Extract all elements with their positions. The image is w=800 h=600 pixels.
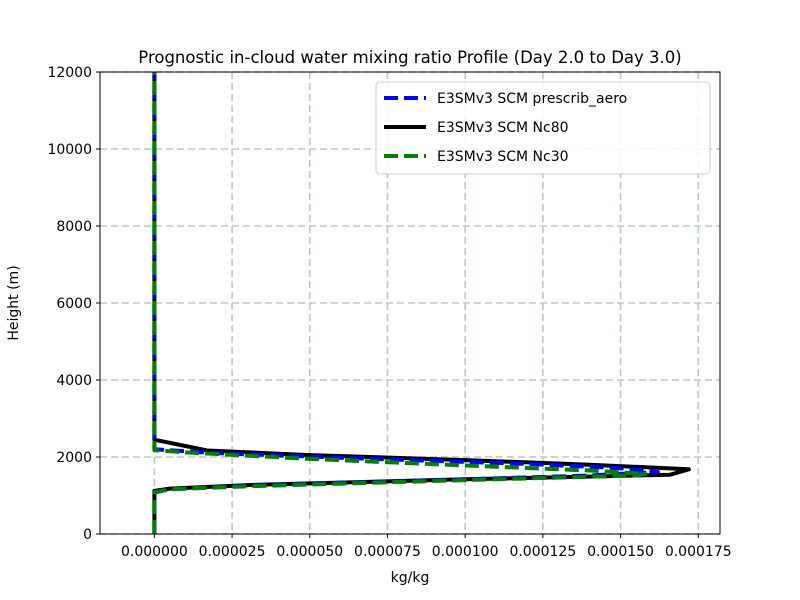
y-tick-label: 4000: [56, 373, 92, 389]
y-tick-label: 0: [83, 527, 92, 543]
series-line-2: [152, 72, 648, 534]
y-tick-label: 12000: [47, 65, 92, 81]
x-axis-label: kg/kg: [391, 570, 430, 586]
series-line-1: [152, 72, 691, 534]
y-tick-label: 2000: [56, 450, 92, 466]
x-tick-label: 0.000150: [587, 544, 654, 560]
axis-ticks: 0.000000 0.000025 0.000050 0.000075 0.000100…: [47, 65, 731, 560]
y-tick-label: 8000: [56, 219, 92, 235]
x-tick-label: 0.000125: [509, 544, 576, 560]
x-tick-label: 0.000100: [432, 544, 499, 560]
chart-title: Prognostic in-cloud water mixing ratio P…: [138, 48, 681, 67]
legend-box: [375, 81, 711, 175]
y-tick-label: 10000: [47, 142, 92, 158]
x-tick-label: 0.000075: [354, 544, 421, 560]
x-tick-label: 0.000050: [276, 544, 343, 560]
x-tick-label: 0.000000: [121, 544, 188, 560]
legend-label: E3SMv3 SCM prescrib_aero: [437, 91, 627, 107]
legend-label: E3SMv3 SCM Nc80: [437, 120, 569, 136]
x-tick-label: 0.000025: [199, 544, 266, 560]
x-tick-label: 0.000175: [665, 544, 732, 560]
legend-label: E3SMv3 SCM Nc30: [437, 149, 569, 165]
series-lines: [152, 72, 691, 534]
y-axis-label: Height (m): [6, 265, 22, 340]
y-tick-label: 6000: [56, 296, 92, 312]
legend: E3SMv3 SCM prescrib_aero E3SMv3 SCM Nc80 E…: [375, 81, 711, 175]
